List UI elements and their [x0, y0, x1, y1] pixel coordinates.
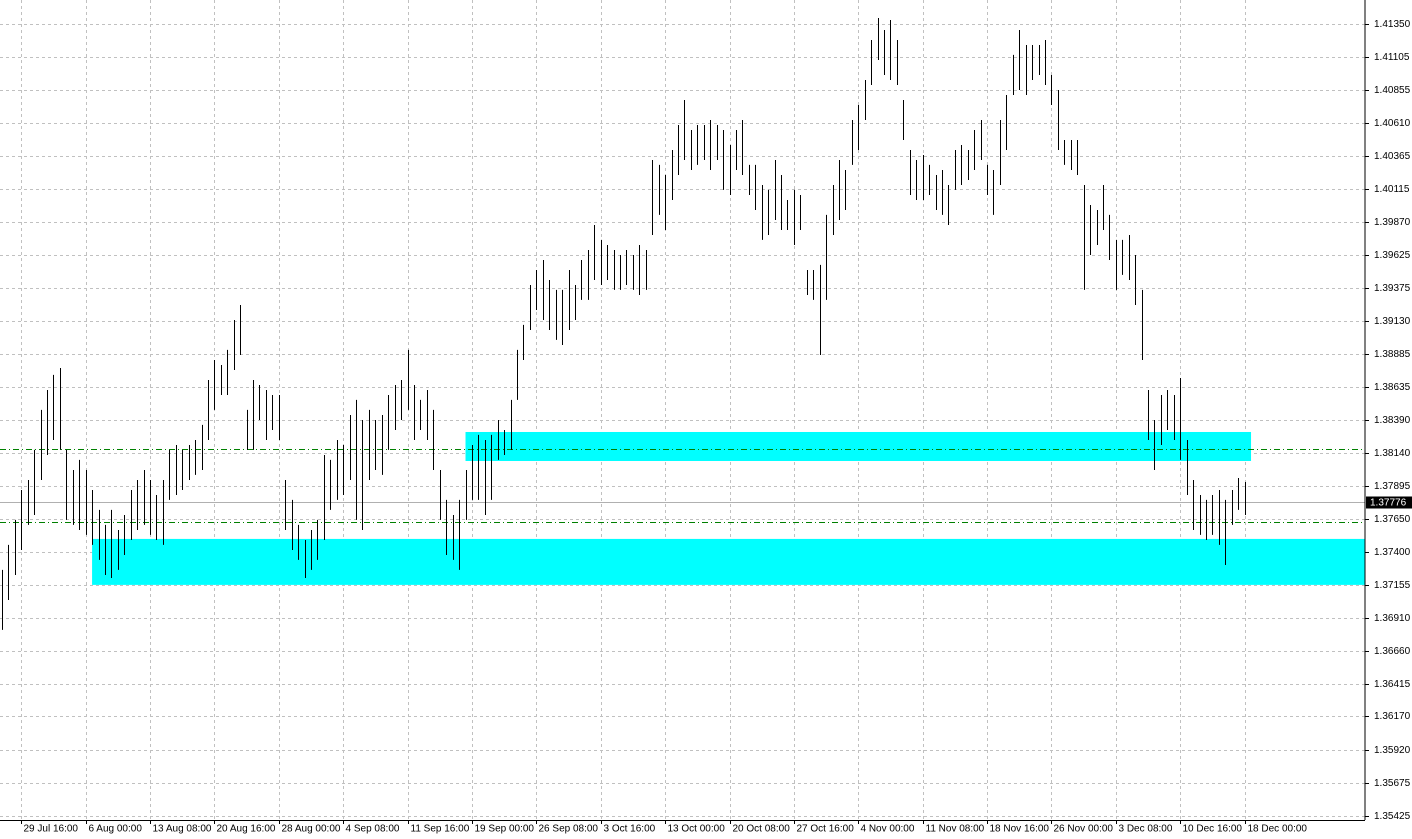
x-tick-label: 3 Dec 08:00	[1119, 824, 1173, 835]
x-tick-label: 10 Dec 16:00	[1183, 824, 1243, 835]
y-tick-label: 1.36170	[1374, 711, 1411, 722]
y-tick-label: 1.38140	[1374, 448, 1411, 459]
zones	[0, 431, 1365, 585]
x-tick-label: 13 Aug 08:00	[153, 824, 212, 835]
x-tick-label: 26 Sep 08:00	[539, 824, 599, 835]
x-tick-label: 20 Oct 08:00	[733, 824, 791, 835]
x-tick-label: 11 Sep 16:00	[411, 824, 470, 835]
y-tick-label: 1.36660	[1374, 646, 1411, 657]
y-tick-label: 1.39870	[1374, 217, 1411, 228]
y-tick-label: 1.38885	[1374, 349, 1411, 360]
x-tick-label: 6 Aug 00:00	[89, 824, 143, 835]
y-tick-label: 1.39375	[1374, 283, 1411, 294]
x-tick-label: 20 Aug 16:00	[217, 824, 276, 835]
x-tick-label: 19 Sep 00:00	[475, 824, 535, 835]
x-tick-label: 29 Jul 16:00	[24, 824, 79, 835]
x-tick-label: 27 Oct 16:00	[797, 824, 855, 835]
x-tick-label: 3 Oct 16:00	[604, 824, 656, 835]
y-tick-label: 1.41350	[1374, 19, 1411, 30]
y-tick-label: 1.39130	[1374, 316, 1411, 327]
price-bars	[2, 18, 1246, 630]
y-tick-label: 1.36415	[1374, 679, 1411, 690]
y-tick-label: 1.40610	[1374, 118, 1411, 129]
y-tick-label: 1.40855	[1374, 85, 1411, 96]
y-tick-label: 1.40115	[1374, 184, 1410, 195]
x-tick-label: 18 Dec 00:00	[1248, 824, 1308, 835]
y-tick-label: 1.39625	[1374, 250, 1411, 261]
x-tick-label: 4 Sep 08:00	[346, 824, 400, 835]
y-tick-label: 1.36910	[1374, 613, 1411, 624]
y-tick-label: 1.35920	[1374, 745, 1411, 756]
x-tick-label: 4 Nov 00:00	[861, 824, 915, 835]
x-tick-label: 26 Nov 00:00	[1054, 824, 1114, 835]
y-tick-label: 1.37650	[1374, 514, 1411, 525]
x-tick-label: 18 Nov 16:00	[990, 824, 1050, 835]
zone	[92, 538, 1365, 585]
y-tick-label: 1.35675	[1374, 778, 1411, 789]
y-tick-label: 1.41105	[1374, 52, 1410, 63]
y-tick-label: 1.37895	[1374, 481, 1411, 492]
y-tick-label: 1.38635	[1374, 382, 1411, 393]
y-tick-label: 1.38390	[1374, 415, 1411, 426]
y-tick-label: 1.40365	[1374, 151, 1411, 162]
zone	[465, 431, 1252, 461]
x-tick-label: 28 Aug 00:00	[282, 824, 341, 835]
y-tick-label: 1.37400	[1374, 547, 1411, 558]
y-tick-label: 1.37155	[1374, 580, 1411, 591]
y-tick-label: 1.35425	[1374, 811, 1411, 822]
current-price-box	[1366, 496, 1412, 509]
x-tick-label: 11 Nov 08:00	[926, 824, 985, 835]
x-tick-label: 13 Oct 00:00	[668, 824, 726, 835]
current-price-label: 1.37776	[1370, 498, 1407, 509]
